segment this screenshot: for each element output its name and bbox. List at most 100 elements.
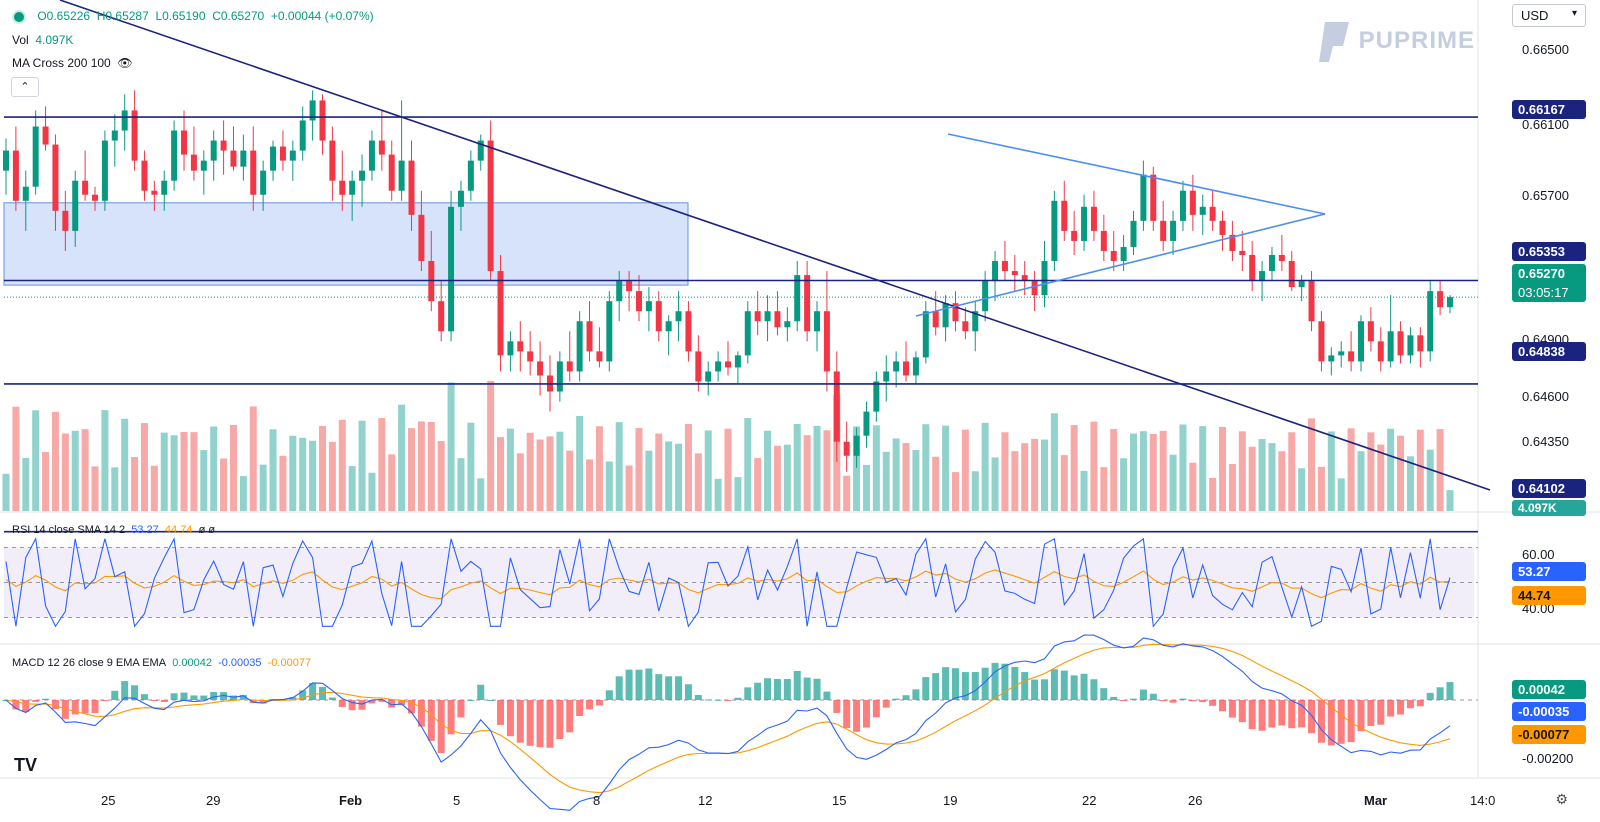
volume-bar xyxy=(348,466,356,511)
macd-histogram-bar xyxy=(1347,700,1355,743)
candle-body xyxy=(1407,335,1414,356)
level-label-0-64838[interactable]: 0.64838 xyxy=(1512,342,1586,361)
macd-histogram-bar xyxy=(348,700,356,711)
macd-histogram-bar xyxy=(1070,675,1078,700)
candle-body xyxy=(309,100,316,121)
macd-histogram-bar xyxy=(1317,700,1325,743)
chevron-down-icon: ▾ xyxy=(1571,8,1577,19)
candle-body xyxy=(1239,250,1246,255)
macd-histogram-bar xyxy=(12,700,20,710)
collapse-legend-button[interactable]: ⌃ xyxy=(11,77,39,97)
eye-hidden-icon[interactable]: 👁 xyxy=(117,56,133,70)
macd-histogram-bar xyxy=(140,694,148,700)
volume-bar xyxy=(951,472,959,511)
volume-bar xyxy=(1110,429,1118,511)
macd-histogram-bar xyxy=(1397,700,1405,715)
macd-histogram-bar xyxy=(1169,700,1177,703)
candle-body xyxy=(576,321,583,372)
macd-histogram-bar xyxy=(417,700,425,727)
time-tick: Feb xyxy=(339,793,363,808)
macd-histogram-bar xyxy=(22,700,30,713)
macd-histogram-bar xyxy=(309,683,317,700)
volume-bar xyxy=(981,422,989,511)
candle-body xyxy=(279,146,286,161)
macd-histogram-bar xyxy=(724,700,732,701)
volume-bar xyxy=(1268,443,1276,511)
rsi-sma-label: 44.74 xyxy=(1512,586,1586,605)
volume-bar xyxy=(61,433,69,511)
macd-histogram-bar xyxy=(1387,700,1395,717)
candle-body xyxy=(1338,351,1345,356)
candle-body xyxy=(1437,291,1444,308)
candle-body xyxy=(1051,200,1058,262)
level-label-0-66167[interactable]: 0.66167 xyxy=(1512,100,1586,119)
macd-histogram-bar xyxy=(427,700,435,741)
macd-legend[interactable]: MACD 12 26 close 9 EMA EMA 0.00042 -0.00… xyxy=(12,657,311,669)
volume-bar xyxy=(1426,449,1434,511)
macd-histogram-bar xyxy=(853,700,861,732)
macd-histogram-bar xyxy=(665,676,673,700)
macd-histogram-bar xyxy=(1199,700,1207,703)
candle-body xyxy=(616,281,623,302)
volume-bar xyxy=(882,451,890,511)
volume-bar xyxy=(1011,451,1019,511)
candle-body xyxy=(1268,254,1275,272)
close-value: C0.65270 xyxy=(212,9,265,23)
macd-histogram-bar xyxy=(536,700,544,748)
volume-bar xyxy=(1189,462,1197,511)
candle-body xyxy=(527,351,534,362)
volume-bar xyxy=(1080,470,1088,511)
current-price-label: 0.65270 xyxy=(1512,264,1586,283)
candle-body xyxy=(1229,234,1236,251)
candle-body xyxy=(1367,321,1374,342)
volume-bar xyxy=(1228,464,1236,511)
candle-body xyxy=(626,281,633,292)
macd-histogram-bar xyxy=(902,695,910,700)
volume-bar xyxy=(1436,429,1444,511)
level-label-0-64102[interactable]: 0.64102 xyxy=(1512,479,1586,498)
macd-histogram-bar xyxy=(477,684,485,700)
rsi-legend[interactable]: RSI 14 close SMA 14 2 53.27 44.74 ø ø xyxy=(12,524,215,536)
volume-bar xyxy=(862,464,870,511)
time-tick: 29 xyxy=(206,793,221,808)
volume-bar xyxy=(971,471,979,511)
macd-histogram-bar xyxy=(546,700,554,748)
volume-bar xyxy=(1130,433,1138,511)
candle-body xyxy=(398,160,405,191)
symbol-status-icon[interactable] xyxy=(12,9,26,24)
macd-histogram-bar xyxy=(615,676,623,700)
volume-bar xyxy=(754,458,762,511)
ma-cross-legend[interactable]: MA Cross 200 100 👁 xyxy=(12,56,133,70)
macd-histogram-bar xyxy=(793,670,801,700)
macd-histogram-bar xyxy=(1090,679,1098,700)
macd-histogram-bar xyxy=(1040,679,1048,700)
volume-bar xyxy=(1149,433,1157,511)
candle-body xyxy=(804,275,811,332)
gear-icon[interactable]: ⚙ xyxy=(1555,791,1568,807)
currency-select[interactable]: USD ▾ xyxy=(1512,4,1586,27)
macd-histogram-bar xyxy=(1298,700,1306,728)
macd-histogram-bar xyxy=(1327,700,1335,746)
volume-bar xyxy=(378,418,386,511)
tradingview-logo-icon[interactable]: TV xyxy=(14,755,38,775)
volume-bar xyxy=(1169,454,1177,511)
candle-body xyxy=(823,311,830,372)
level-label-0-65353[interactable]: 0.65353 xyxy=(1512,242,1586,261)
volume-bar xyxy=(91,466,99,511)
volume-bar xyxy=(783,444,791,511)
candle-body xyxy=(556,361,563,392)
candle-body xyxy=(1417,335,1424,352)
candle-body xyxy=(942,303,949,328)
candle-body xyxy=(1447,297,1453,308)
candle-body xyxy=(1199,206,1206,215)
candle-body xyxy=(784,321,791,328)
volume-bar xyxy=(210,426,218,511)
candle-body xyxy=(329,140,336,181)
volume-bar xyxy=(932,456,940,511)
volume-legend[interactable]: Vol 4.097K xyxy=(12,33,73,47)
macd-histogram-bar xyxy=(586,700,594,710)
macd-histogram-bar xyxy=(338,700,346,708)
macd-histogram-bar xyxy=(1258,700,1266,731)
macd-histogram-bar xyxy=(655,674,663,700)
